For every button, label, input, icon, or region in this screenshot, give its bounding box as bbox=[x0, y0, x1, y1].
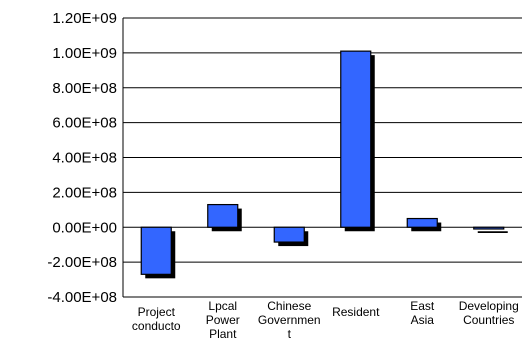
x-tick-label: Project conducto bbox=[132, 305, 181, 333]
x-tick-label-line: Governmen bbox=[258, 313, 321, 327]
x-tick-label-line: Plant bbox=[209, 327, 237, 341]
y-tick-label: 0.00E+00 bbox=[52, 219, 117, 236]
bars bbox=[140, 50, 508, 279]
x-tick-label-line: Project bbox=[138, 305, 176, 319]
bar bbox=[140, 226, 172, 275]
x-tick-label: Resident bbox=[332, 305, 380, 319]
x-tick-label-line: conducto bbox=[132, 319, 181, 333]
y-tick-label: 8.00E+08 bbox=[52, 80, 117, 97]
y-tick-labels: -4.00E+08 -2.00E+08 0.00E+00 2.00E+08 4.00E+… bbox=[47, 10, 117, 306]
bar bbox=[273, 226, 305, 243]
x-tick-label: East Asia bbox=[410, 299, 435, 327]
y-tick-label: 6.00E+08 bbox=[52, 115, 117, 132]
y-tick-label: 1.20E+09 bbox=[52, 10, 117, 27]
y-tick-label: 2.00E+08 bbox=[52, 184, 117, 201]
gridlines bbox=[123, 17, 522, 298]
y-tick-label: 1.00E+09 bbox=[52, 45, 117, 62]
bar bbox=[473, 226, 505, 230]
y-tick-label: -4.00E+08 bbox=[47, 289, 117, 306]
x-tick-label-line: Resident bbox=[332, 305, 380, 319]
bar bbox=[207, 203, 239, 228]
x-tick-label-line: Developing bbox=[459, 299, 519, 313]
x-tick-labels: Project conducto Lpcal Power Plant Chinese Gov… bbox=[132, 299, 519, 341]
x-tick-label-line: Lpcal bbox=[208, 299, 237, 313]
x-tick-label-line: Asia bbox=[411, 313, 435, 327]
x-tick-label: Lpcal Power Plant bbox=[206, 299, 240, 341]
x-tick-label-line: East bbox=[410, 299, 435, 313]
x-tick-label: Chinese Governmen t bbox=[258, 299, 321, 341]
bar bbox=[340, 50, 372, 228]
bar bbox=[406, 217, 438, 228]
x-tick-label-line: Power bbox=[206, 313, 240, 327]
x-tick-label-line: t bbox=[288, 327, 292, 341]
x-tick-label-line: Chinese bbox=[267, 299, 311, 313]
bar-shadow bbox=[477, 231, 508, 233]
x-tick-label: Developing Countries bbox=[459, 299, 519, 327]
y-tick-label: -2.00E+08 bbox=[47, 254, 117, 271]
x-tick-label-line: Countries bbox=[463, 313, 514, 327]
y-tick-label: 4.00E+08 bbox=[52, 150, 117, 167]
